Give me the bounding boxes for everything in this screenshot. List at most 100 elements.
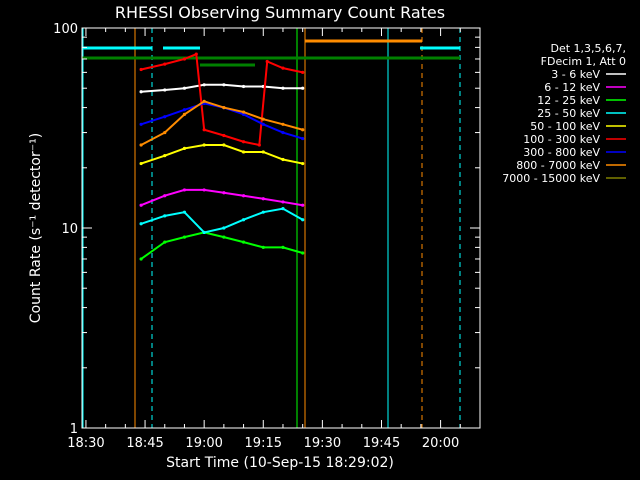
data-point bbox=[182, 235, 187, 239]
data-point bbox=[139, 67, 143, 72]
data-point bbox=[222, 83, 226, 87]
data-point bbox=[241, 140, 246, 144]
data-point bbox=[281, 207, 285, 211]
data-point bbox=[182, 108, 187, 112]
data-point bbox=[241, 218, 246, 222]
data-point bbox=[281, 130, 285, 135]
legend-entry-label: 6 - 12 keV bbox=[544, 81, 600, 94]
legend-header-1: Det 1,3,5,6,7, bbox=[550, 42, 626, 55]
data-point bbox=[202, 188, 206, 192]
series-line-1 bbox=[140, 188, 303, 207]
chart-title: RHESSI Observing Summary Count Rates bbox=[115, 3, 445, 22]
data-point bbox=[261, 122, 265, 126]
data-point bbox=[182, 146, 187, 151]
data-point bbox=[261, 117, 265, 121]
data-point bbox=[163, 154, 167, 158]
data-point bbox=[222, 143, 226, 147]
data-point bbox=[139, 90, 143, 94]
y-tick-label: 100 bbox=[53, 22, 78, 37]
data-point bbox=[163, 214, 167, 218]
data-point bbox=[281, 86, 285, 90]
series-line-7 bbox=[140, 100, 303, 146]
data-point bbox=[222, 133, 226, 138]
data-point bbox=[301, 70, 305, 74]
data-point bbox=[202, 143, 206, 147]
data-point bbox=[301, 218, 305, 222]
x-tick-label: 19:30 bbox=[304, 436, 341, 451]
data-point bbox=[241, 84, 246, 89]
data-point bbox=[241, 240, 246, 244]
data-point bbox=[163, 88, 167, 92]
data-point bbox=[241, 194, 246, 198]
data-point bbox=[281, 122, 285, 126]
data-point bbox=[241, 112, 246, 116]
data-point bbox=[222, 191, 226, 195]
data-point bbox=[202, 230, 206, 235]
data-point bbox=[163, 130, 167, 135]
data-point bbox=[241, 150, 246, 154]
data-point bbox=[261, 197, 265, 201]
data-point bbox=[163, 115, 167, 119]
data-point bbox=[182, 188, 187, 192]
legend: Det 1,3,5,6,7, FDecim 1, Att 0 3 - 6 keV… bbox=[502, 42, 626, 185]
data-point bbox=[301, 251, 305, 255]
data-point bbox=[139, 161, 143, 166]
axes-layer: 1 10 100 18:30 18:45 19:00 19:15 19:30 19:45 20:0… bbox=[53, 22, 481, 451]
y-tick-label: 10 bbox=[61, 222, 78, 237]
x-tick-label: 19:15 bbox=[245, 436, 282, 451]
legend-entry-label: 7000 - 15000 keV bbox=[502, 172, 600, 185]
data-point bbox=[182, 210, 187, 214]
legend-header-2: FDecim 1, Att 0 bbox=[541, 55, 626, 68]
series-line-2 bbox=[140, 231, 303, 260]
x-tick-label: 20:00 bbox=[422, 436, 459, 451]
data-point bbox=[265, 59, 269, 64]
x-tick-label: 19:00 bbox=[185, 436, 222, 451]
data-point bbox=[202, 128, 206, 132]
data-point bbox=[261, 150, 265, 154]
legend-entry-label: 800 - 7000 keV bbox=[516, 159, 600, 172]
data-point bbox=[182, 86, 187, 90]
x-axis-label: Start Time (10-Sep-15 18:29:02) bbox=[166, 455, 394, 471]
data-point bbox=[281, 157, 285, 162]
legend-entry-label: 25 - 50 keV bbox=[537, 107, 600, 120]
data-point bbox=[163, 240, 167, 244]
data-point bbox=[222, 235, 226, 239]
data-point bbox=[257, 143, 261, 147]
data-point bbox=[163, 194, 167, 198]
x-tick-label: 19:45 bbox=[363, 436, 400, 451]
data-point bbox=[139, 203, 143, 207]
x-tick-label: 18:45 bbox=[126, 436, 163, 451]
data-point bbox=[301, 86, 305, 90]
data-point bbox=[261, 245, 265, 249]
data-point bbox=[139, 122, 143, 126]
data-point bbox=[182, 112, 187, 116]
plot-decor bbox=[82, 28, 461, 428]
data-point bbox=[139, 143, 143, 147]
data-point bbox=[261, 210, 265, 214]
series-line-3 bbox=[140, 207, 304, 234]
data-point bbox=[139, 257, 143, 261]
data-point bbox=[194, 52, 198, 56]
data-point bbox=[222, 226, 226, 230]
data-point bbox=[222, 105, 226, 110]
data-point bbox=[202, 83, 206, 87]
y-axis-label: Count Rate (s⁻¹ detector⁻¹) bbox=[28, 133, 44, 323]
data-point bbox=[163, 62, 167, 66]
legend-entry-label: 50 - 100 keV bbox=[530, 120, 600, 133]
data-point bbox=[281, 245, 285, 249]
data-point bbox=[241, 110, 246, 114]
series-layer bbox=[139, 52, 305, 261]
data-point bbox=[139, 222, 143, 226]
data-point bbox=[301, 128, 305, 132]
x-tick-label: 18:30 bbox=[67, 436, 104, 451]
legend-entry-label: 300 - 800 keV bbox=[523, 146, 600, 159]
data-point bbox=[281, 200, 285, 204]
data-point bbox=[202, 99, 206, 103]
legend-entry-label: 100 - 300 keV bbox=[523, 133, 600, 146]
data-point bbox=[301, 161, 305, 166]
data-point bbox=[301, 203, 305, 207]
data-point bbox=[301, 136, 305, 141]
data-point bbox=[281, 66, 285, 70]
legend-entry-label: 12 - 25 keV bbox=[537, 94, 600, 107]
